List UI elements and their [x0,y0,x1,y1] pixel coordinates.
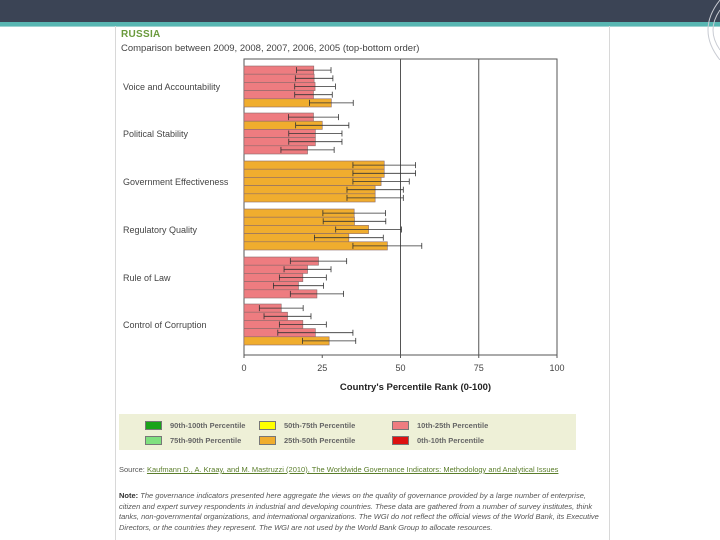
category-label: Political Stability [123,129,189,139]
legend-swatch [392,421,409,430]
legend-label: 10th-25th Percentile [417,421,489,430]
legend-swatch [145,436,162,445]
category-label: Control of Corruption [123,320,207,330]
page-subtitle: Comparison between 2009, 2008, 2007, 200… [121,43,420,54]
source-label: Source: [119,465,145,474]
x-tick-label: 0 [241,363,246,373]
source-link[interactable]: Kaufmann D., A. Kraay, and M. Mastruzzi … [146,465,559,474]
x-tick-label: 100 [549,363,564,373]
x-tick-label: 50 [395,363,405,373]
x-tick-label: 25 [317,363,327,373]
content-frame [115,26,610,540]
legend-label: 0th-10th Percentile [417,436,485,445]
legend-label: 75th-90th Percentile [170,436,242,445]
legend-label: 90th-100th Percentile [170,421,246,430]
legend-swatch [259,436,276,445]
x-axis-title: Country's Percentile Rank (0-100) [340,382,491,393]
corner-decoration [707,0,720,60]
slide-accent-line [0,26,720,27]
slide-header-bar [0,0,720,22]
source-citation: Source: Kaufmann D., A. Kraay, and M. Ma… [119,464,604,475]
legend-label: 25th-50th Percentile [284,436,356,445]
legend-swatch [145,421,162,430]
legend-swatch [259,421,276,430]
category-label: Voice and Accountability [123,82,221,92]
slide-accent-band [0,22,720,26]
legend: 90th-100th Percentile 50th-75th Percentil… [119,414,576,450]
category-label: Rule of Law [123,273,171,283]
x-tick-label: 75 [474,363,484,373]
legend-swatch [392,436,409,445]
legend-label: 50th-75th Percentile [284,421,356,430]
note-body: The governance indicators presented here… [119,491,599,532]
page-title: RUSSIA [121,29,161,40]
category-label: Regulatory Quality [123,225,198,235]
note-label: Note: [119,491,139,500]
category-label: Government Effectiveness [123,177,229,187]
note-text: Note: The governance indicators presente… [119,491,606,533]
